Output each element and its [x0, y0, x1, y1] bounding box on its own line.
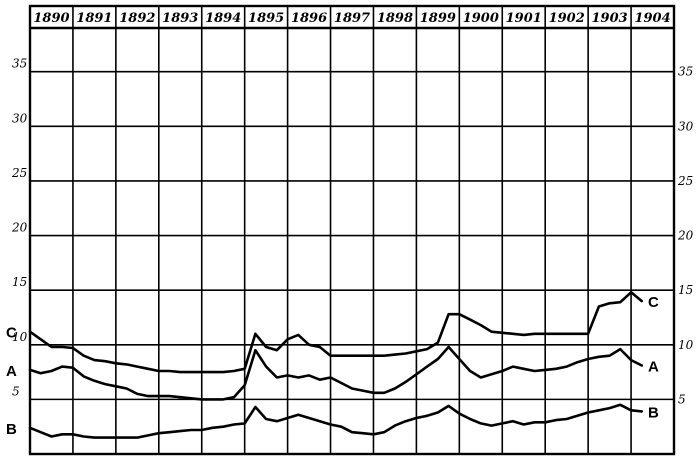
y-tick-label-left: 10 — [12, 330, 28, 344]
y-tick-label-left: 15 — [12, 275, 27, 289]
series-label-left-b: B — [6, 421, 17, 438]
year-labels: 1890 1891 1892 1893 1894 1895 1896 1897 1898 1899… — [33, 11, 670, 26]
year-label: 1894 — [205, 11, 241, 26]
series-labels: C C A A B B — [6, 294, 659, 438]
series-label-right-a: A — [648, 359, 659, 376]
y-tick-label-left: 5 — [12, 384, 20, 398]
series-label-right-c: C — [648, 294, 659, 311]
year-label: 1904 — [634, 11, 670, 26]
year-label: 1899 — [420, 11, 456, 26]
year-label: 1891 — [76, 11, 112, 26]
series-layer — [28, 290, 644, 439]
year-label: 1898 — [377, 11, 413, 26]
year-label: 1892 — [119, 11, 155, 26]
y-tick-label-right: 20 — [677, 229, 694, 243]
series-line-c — [28, 290, 644, 374]
year-label: 1901 — [506, 11, 542, 26]
series-label-right-b: B — [648, 404, 659, 421]
y-tick-label-left: 35 — [12, 57, 27, 71]
plot-frame — [28, 4, 676, 456]
y-tick-label-right: 25 — [677, 174, 693, 188]
series-line-b — [28, 403, 644, 439]
y-tick-label-left: 30 — [12, 111, 28, 125]
series-line-a — [28, 345, 644, 401]
y-tick-label-right: 10 — [678, 338, 694, 352]
year-label: 1896 — [291, 11, 327, 26]
y-tick-label-right: 35 — [678, 65, 693, 79]
year-label: 1900 — [463, 11, 499, 26]
y-tick-label-right: 15 — [678, 283, 693, 297]
year-label: 1895 — [248, 11, 284, 26]
y-tick-label-left: 20 — [11, 221, 28, 235]
series-label-left-a: A — [6, 363, 17, 380]
grid-layer — [28, 4, 676, 456]
y-tick-label-right: 5 — [678, 392, 686, 406]
year-label: 1893 — [162, 11, 198, 26]
y-tick-label-left: 25 — [11, 166, 27, 180]
year-label: 1902 — [549, 11, 585, 26]
year-label: 1903 — [592, 11, 628, 26]
y-tick-label-right: 30 — [678, 119, 694, 133]
year-label: 1897 — [334, 11, 370, 26]
series-label-left-c: C — [6, 325, 17, 342]
y-tick-labels-right: 5 10 15 20 25 30 35 — [677, 65, 694, 407]
y-tick-labels-left: 5 10 15 20 25 30 35 — [11, 57, 28, 399]
year-label: 1890 — [33, 11, 69, 26]
